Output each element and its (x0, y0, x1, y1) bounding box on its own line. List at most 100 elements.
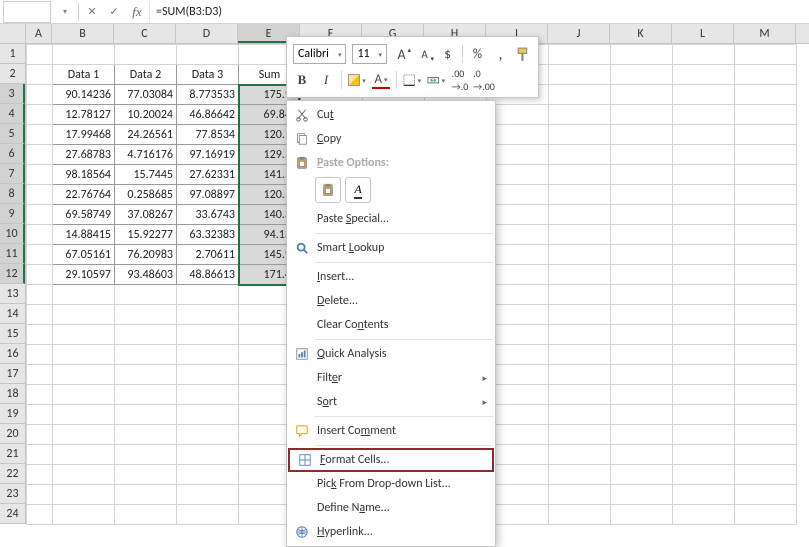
cell-C21[interactable] (115, 445, 177, 465)
cell-C24[interactable] (115, 505, 177, 525)
cell-A9[interactable] (27, 205, 53, 225)
cell-D22[interactable] (177, 465, 239, 485)
cell-C15[interactable] (115, 325, 177, 345)
cell-A11[interactable] (27, 245, 53, 265)
column-header-A[interactable]: A (26, 24, 52, 43)
percent-format-button[interactable]: % (469, 44, 486, 64)
cell-B5[interactable]: 17.99468 (53, 125, 115, 145)
cell-B9[interactable]: 69.58749 (53, 205, 115, 225)
row-header-12[interactable]: 12 (0, 264, 25, 284)
cell-J11[interactable] (549, 245, 611, 265)
cell-L15[interactable] (673, 325, 735, 345)
cell-M5[interactable] (735, 125, 797, 145)
cell-A3[interactable] (27, 85, 53, 105)
cell-M18[interactable] (735, 385, 797, 405)
cell-L1[interactable] (673, 45, 735, 65)
cell-D15[interactable] (177, 325, 239, 345)
cell-C19[interactable] (115, 405, 177, 425)
cell-L23[interactable] (673, 485, 735, 505)
cell-C13[interactable] (115, 285, 177, 305)
cell-K13[interactable] (611, 285, 673, 305)
cell-K22[interactable] (611, 465, 673, 485)
cell-B2[interactable]: Data 1 (53, 65, 115, 85)
cell-J23[interactable] (549, 485, 611, 505)
cell-L8[interactable] (673, 185, 735, 205)
fill-color-button[interactable] (348, 70, 366, 90)
cell-J21[interactable] (549, 445, 611, 465)
cell-A24[interactable] (27, 505, 53, 525)
column-header-B[interactable]: B (52, 24, 114, 43)
cell-K21[interactable] (611, 445, 673, 465)
row-header-6[interactable]: 6 (0, 144, 25, 164)
cell-A14[interactable] (27, 305, 53, 325)
menu-item[interactable]: Paste Special... (287, 207, 495, 231)
menu-item[interactable]: Quick Analysis (287, 342, 495, 366)
decrease-font-button[interactable]: A (416, 44, 433, 64)
cell-K18[interactable] (611, 385, 673, 405)
cell-A20[interactable] (27, 425, 53, 445)
paste-values-button[interactable]: A (345, 177, 371, 203)
cell-A6[interactable] (27, 145, 53, 165)
cell-B3[interactable]: 90.14236 (53, 85, 115, 105)
cell-D7[interactable]: 27.62331 (177, 165, 239, 185)
cell-B6[interactable]: 27.68783 (53, 145, 115, 165)
cell-K17[interactable] (611, 365, 673, 385)
row-header-20[interactable]: 20 (0, 424, 25, 444)
cell-L16[interactable] (673, 345, 735, 365)
cell-A22[interactable] (27, 465, 53, 485)
cell-M10[interactable] (735, 225, 797, 245)
column-header-K[interactable]: K (610, 24, 672, 43)
cell-C17[interactable] (115, 365, 177, 385)
cell-L18[interactable] (673, 385, 735, 405)
cell-B14[interactable] (53, 305, 115, 325)
menu-item[interactable]: Filter (287, 366, 495, 390)
format-painter-button[interactable] (515, 44, 532, 64)
cell-C3[interactable]: 77.03084 (115, 85, 177, 105)
cell-D11[interactable]: 2.70611 (177, 245, 239, 265)
cell-J1[interactable] (549, 45, 611, 65)
cell-C20[interactable] (115, 425, 177, 445)
cell-C23[interactable] (115, 485, 177, 505)
cell-A4[interactable] (27, 105, 53, 125)
cell-M15[interactable] (735, 325, 797, 345)
cell-D4[interactable]: 46.86642 (177, 105, 239, 125)
cell-K5[interactable] (611, 125, 673, 145)
cell-M14[interactable] (735, 305, 797, 325)
cell-D1[interactable] (177, 45, 239, 65)
cell-M1[interactable] (735, 45, 797, 65)
cell-A5[interactable] (27, 125, 53, 145)
increase-decimal-button[interactable]: .0→.00 (475, 70, 493, 90)
cell-C9[interactable]: 37.08267 (115, 205, 177, 225)
fx-icon[interactable]: fx (125, 4, 149, 20)
row-header-3[interactable]: 3 (0, 84, 25, 104)
cell-L4[interactable] (673, 105, 735, 125)
row-header-18[interactable]: 18 (0, 384, 25, 404)
cell-L6[interactable] (673, 145, 735, 165)
cell-D3[interactable]: 8.773533 (177, 85, 239, 105)
cell-D5[interactable]: 77.8534 (177, 125, 239, 145)
cell-J9[interactable] (549, 205, 611, 225)
cell-M11[interactable] (735, 245, 797, 265)
decrease-decimal-button[interactable]: .00→.0 (451, 70, 469, 90)
cell-L11[interactable] (673, 245, 735, 265)
cell-C6[interactable]: 4.716176 (115, 145, 177, 165)
cell-D6[interactable]: 97.16919 (177, 145, 239, 165)
cell-A2[interactable] (27, 65, 53, 85)
cell-D18[interactable] (177, 385, 239, 405)
cell-B19[interactable] (53, 405, 115, 425)
cell-K23[interactable] (611, 485, 673, 505)
cell-C8[interactable]: 0.258685 (115, 185, 177, 205)
cell-K15[interactable] (611, 325, 673, 345)
cell-A1[interactable] (27, 45, 53, 65)
cell-J24[interactable] (549, 505, 611, 525)
select-all-corner[interactable] (0, 24, 26, 43)
cell-L24[interactable] (673, 505, 735, 525)
cell-K24[interactable] (611, 505, 673, 525)
cell-D2[interactable]: Data 3 (177, 65, 239, 85)
cell-K4[interactable] (611, 105, 673, 125)
cell-D8[interactable]: 97.08897 (177, 185, 239, 205)
cell-B16[interactable] (53, 345, 115, 365)
cell-A19[interactable] (27, 405, 53, 425)
row-header-19[interactable]: 19 (0, 404, 25, 424)
menu-item[interactable]: Cut (287, 103, 495, 127)
